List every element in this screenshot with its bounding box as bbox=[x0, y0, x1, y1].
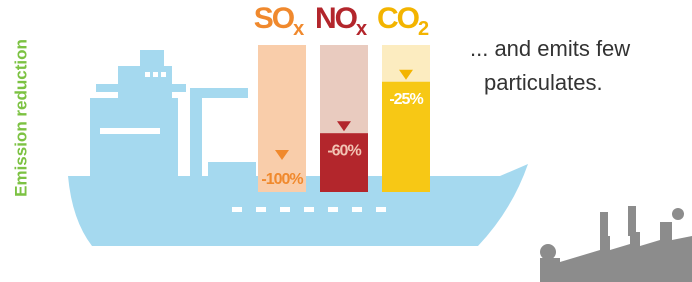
window bbox=[153, 72, 158, 77]
mast bbox=[140, 50, 164, 68]
value-label: -60% bbox=[327, 142, 361, 159]
superstructure bbox=[90, 98, 178, 178]
annotation: ... and emits few bbox=[470, 36, 630, 61]
porthole bbox=[376, 207, 386, 212]
bridge bbox=[118, 66, 172, 100]
window-row bbox=[100, 128, 160, 134]
category-label: CO2 bbox=[377, 2, 429, 40]
chimney bbox=[628, 206, 636, 236]
category-subscript: x bbox=[293, 18, 304, 40]
crane-post bbox=[190, 92, 202, 178]
bar bbox=[320, 45, 368, 133]
porthole bbox=[328, 207, 338, 212]
category-subscript: x bbox=[356, 18, 367, 40]
container bbox=[208, 162, 256, 178]
value-label: -25% bbox=[389, 91, 423, 108]
annotation: particulates. bbox=[484, 70, 603, 95]
crane-arm bbox=[190, 88, 248, 98]
category-name: NO bbox=[315, 2, 358, 35]
deck-roof bbox=[96, 84, 186, 92]
porthole bbox=[352, 207, 362, 212]
category-subscript: 2 bbox=[418, 18, 429, 40]
porthole bbox=[256, 207, 266, 212]
value-label: -100% bbox=[261, 171, 303, 188]
porthole bbox=[304, 207, 314, 212]
category-label: NOx bbox=[315, 2, 367, 40]
bar bbox=[258, 45, 306, 192]
factory bbox=[540, 206, 692, 282]
chimney bbox=[600, 212, 608, 238]
tree bbox=[540, 244, 556, 260]
category-label: SOx bbox=[254, 2, 304, 40]
axis-label: Emission reduction bbox=[11, 39, 30, 197]
infographic: Emission reduction ... and emits few par… bbox=[0, 0, 692, 282]
window bbox=[161, 72, 166, 77]
smoke bbox=[672, 208, 684, 220]
category-name: SO bbox=[254, 2, 295, 35]
window bbox=[145, 72, 150, 77]
factory-building bbox=[540, 222, 692, 282]
category-name: CO bbox=[377, 2, 420, 35]
porthole bbox=[280, 207, 290, 212]
porthole bbox=[232, 207, 242, 212]
